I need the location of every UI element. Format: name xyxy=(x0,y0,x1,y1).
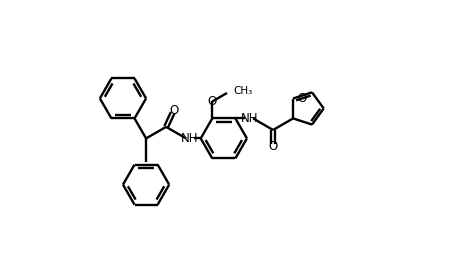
Text: O: O xyxy=(169,104,179,117)
Text: O: O xyxy=(297,92,306,105)
Text: CH₃: CH₃ xyxy=(233,87,253,96)
Text: NH: NH xyxy=(181,132,199,145)
Text: O: O xyxy=(207,95,217,108)
Text: NH: NH xyxy=(240,112,258,125)
Text: O: O xyxy=(268,140,278,153)
